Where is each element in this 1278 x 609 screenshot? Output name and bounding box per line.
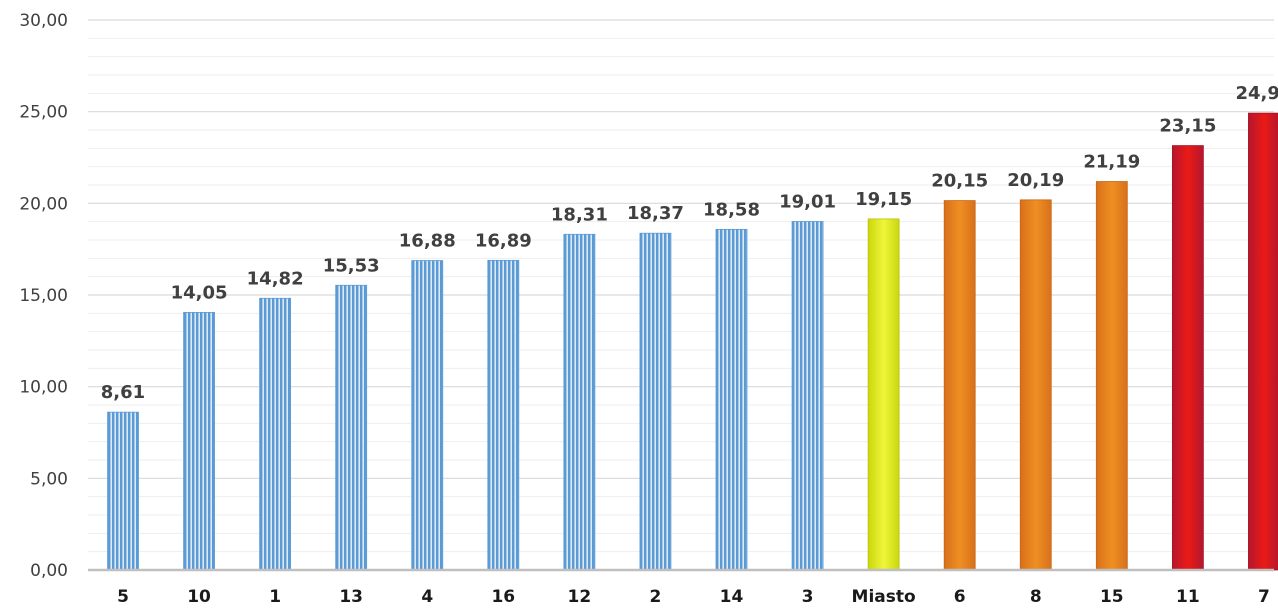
x-tick-label: 14	[720, 587, 744, 607]
bar-16	[487, 259, 520, 571]
data-label-15: 21,19	[1083, 152, 1140, 173]
y-axis: 0,00 5,00 10,00 15,00 20,00 25,00 30,00	[19, 11, 68, 581]
x-tick-label: 7	[1258, 587, 1270, 607]
data-label-7: 24,92	[1235, 83, 1278, 104]
y-tick-label: 25,00	[19, 103, 68, 123]
data-label-3: 19,01	[779, 191, 836, 212]
bar-1	[259, 297, 292, 571]
data-label-1: 14,82	[247, 268, 304, 289]
x-tick-label: 16	[491, 587, 515, 607]
bar-8	[1019, 199, 1052, 571]
data-label-11: 23,15	[1159, 116, 1216, 137]
x-tick-label: 2	[650, 587, 662, 607]
x-axis: 510113416122143Miasto68151179	[88, 568, 1274, 607]
bar-15	[1095, 181, 1128, 571]
bar-4	[411, 260, 444, 571]
x-tick-label: Miasto	[852, 587, 916, 607]
x-tick-label: 5	[117, 587, 129, 607]
data-label-4: 16,88	[399, 231, 456, 252]
bar-Miasto	[867, 218, 900, 571]
y-tick-label: 15,00	[19, 286, 68, 306]
bar-10	[183, 312, 215, 571]
bar-6	[943, 200, 976, 571]
y-tick-label: 30,00	[19, 11, 68, 31]
x-tick-label: 13	[339, 587, 363, 607]
x-tick-label: 15	[1100, 587, 1124, 607]
x-tick-label: 11	[1176, 587, 1200, 607]
bar-3	[791, 221, 824, 571]
bar-14	[715, 228, 748, 571]
data-label-12: 18,31	[551, 204, 608, 225]
x-tick-label: 4	[421, 587, 433, 607]
bar-2	[639, 232, 672, 571]
data-label-2: 18,37	[627, 203, 684, 224]
y-tick-label: 5,00	[30, 469, 68, 489]
bars	[107, 112, 1278, 571]
data-label-14: 18,58	[703, 199, 760, 220]
bar-5	[107, 411, 139, 571]
x-tick-label: 12	[568, 587, 592, 607]
x-tick-label: 1	[269, 587, 281, 607]
data-labels: 8,61 14,05 14,82 15,53 16,88 16,89 18,31 18,37 1…	[101, 83, 1278, 403]
bar-13	[335, 284, 368, 571]
data-label-8: 20,19	[1007, 170, 1064, 191]
data-label-10: 14,05	[171, 282, 228, 303]
x-tick-label: 6	[954, 587, 966, 607]
x-tick-label: 10	[187, 587, 211, 607]
data-label-6: 20,15	[931, 171, 988, 192]
data-label-Miasto: 19,15	[855, 189, 912, 210]
bar-11	[1171, 145, 1204, 571]
y-tick-label: 10,00	[19, 378, 68, 398]
data-label-16: 16,89	[475, 230, 532, 251]
data-label-13: 15,53	[323, 255, 380, 276]
x-tick-label: 8	[1030, 587, 1042, 607]
bar-7	[1248, 112, 1278, 571]
bar-12	[563, 233, 596, 571]
x-tick-label: 3	[802, 587, 814, 607]
y-tick-label: 0,00	[30, 561, 68, 581]
data-label-5: 8,61	[101, 382, 145, 403]
y-tick-label: 20,00	[19, 194, 68, 214]
